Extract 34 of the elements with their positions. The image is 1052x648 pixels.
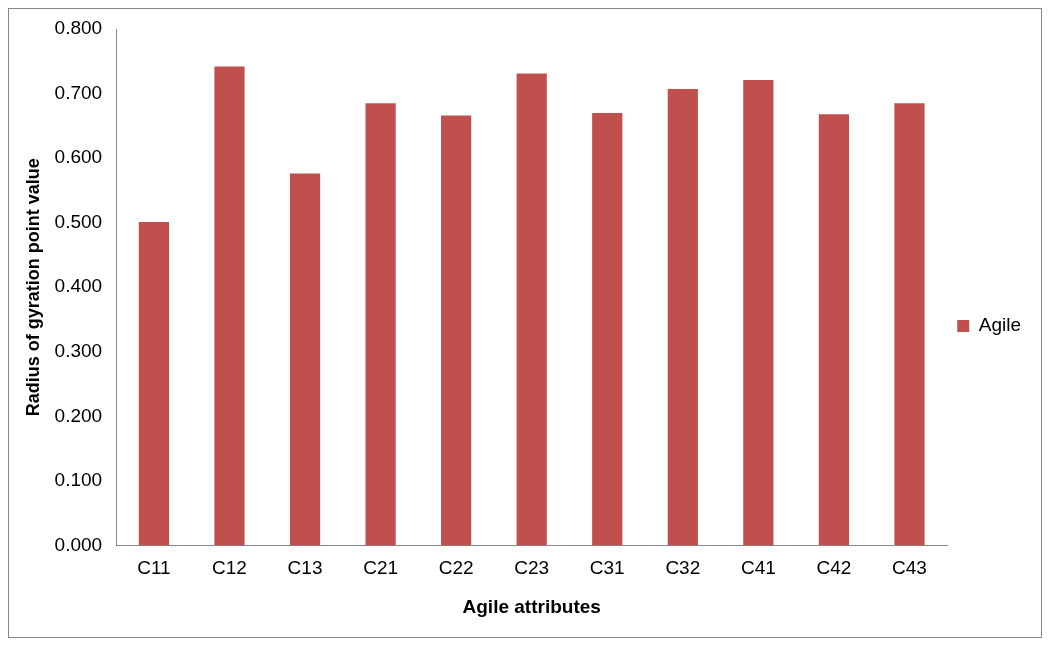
y-tick-label: 0.500 bbox=[54, 210, 103, 232]
y-tick-label: 0.700 bbox=[54, 81, 103, 103]
y-tick-label: 0.800 bbox=[54, 17, 103, 39]
y-axis-title: Radius of gyration point value bbox=[22, 158, 43, 417]
bar bbox=[894, 103, 925, 546]
x-tick-label: C32 bbox=[665, 557, 701, 579]
x-tick-label: C23 bbox=[514, 557, 550, 579]
x-tick-label: C21 bbox=[363, 557, 399, 579]
bar bbox=[289, 173, 321, 546]
legend-label: Agile bbox=[978, 314, 1021, 336]
x-tick-label: C41 bbox=[740, 557, 776, 579]
bar bbox=[818, 114, 850, 546]
y-tick-label: 0.200 bbox=[54, 404, 103, 426]
y-tick-label: 0.300 bbox=[54, 339, 103, 361]
x-tick-label: C11 bbox=[137, 557, 171, 579]
y-tick-label: 0.600 bbox=[54, 146, 103, 168]
bar bbox=[743, 80, 774, 546]
x-tick-label: C22 bbox=[438, 557, 474, 579]
bar bbox=[516, 73, 547, 546]
x-tick-label: C42 bbox=[816, 557, 852, 579]
y-tick-label: 0.000 bbox=[54, 533, 103, 555]
x-tick-label: C13 bbox=[287, 557, 323, 579]
x-tick-label: C31 bbox=[589, 557, 625, 579]
bar bbox=[138, 222, 170, 546]
bar bbox=[667, 89, 698, 546]
bar bbox=[441, 115, 472, 546]
bar bbox=[365, 103, 396, 546]
y-tick-label: 0.100 bbox=[54, 469, 103, 491]
bar bbox=[592, 112, 623, 546]
bar bbox=[214, 66, 245, 546]
x-axis-title: Agile attributes bbox=[462, 595, 601, 617]
x-tick-label: C43 bbox=[892, 557, 927, 579]
x-tick-label: C12 bbox=[212, 557, 247, 579]
y-tick-label: 0.400 bbox=[54, 275, 103, 297]
